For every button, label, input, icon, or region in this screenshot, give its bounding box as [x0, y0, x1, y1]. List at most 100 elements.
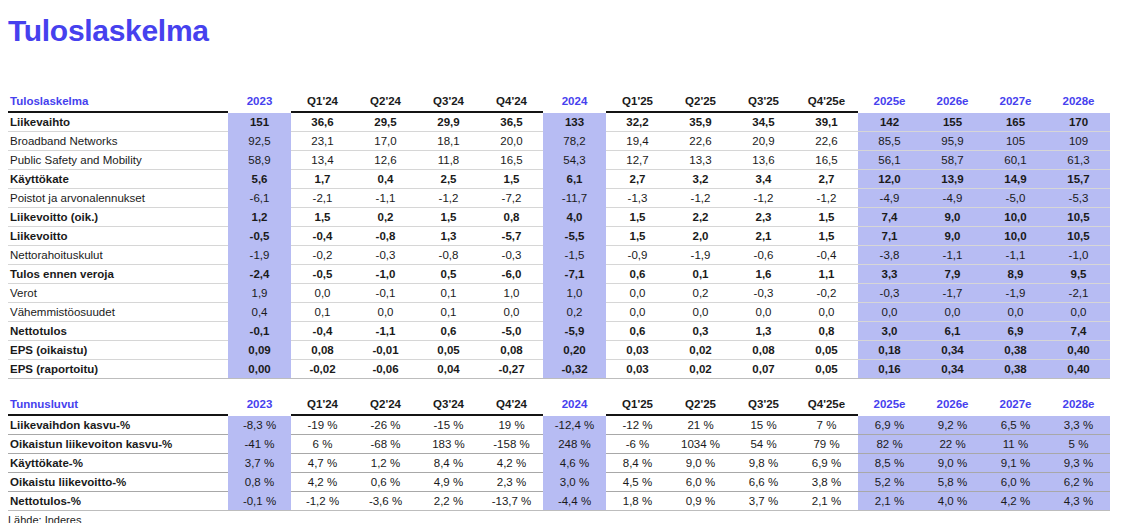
cell-value: 0,4	[228, 303, 291, 322]
cell-value: 3,3	[858, 265, 921, 284]
column-header: Q2'24	[354, 395, 417, 416]
cell-value: 0,40	[1047, 360, 1110, 379]
cell-value: 19 %	[480, 416, 543, 435]
cell-value: -0,6	[732, 246, 795, 265]
section-header: Tuloslaskelma	[8, 92, 228, 113]
cell-value: 60,1	[984, 151, 1047, 170]
cell-value: 5 %	[1047, 435, 1110, 454]
cell-value: 1,3	[732, 322, 795, 341]
report-page: Tuloslaskelma Tuloslaskelma2023Q1'24Q2'2…	[0, 0, 1125, 523]
cell-value: 0,3	[669, 322, 732, 341]
cell-value: 3,0 %	[543, 473, 606, 492]
cell-value: 13,4	[291, 151, 354, 170]
cell-value: -3,8	[858, 246, 921, 265]
cell-value: -0,3	[354, 246, 417, 265]
cell-value: 6,9 %	[795, 454, 858, 473]
cell-value: 1,8 %	[606, 492, 669, 511]
column-header: Q1'25	[606, 395, 669, 416]
cell-value: 19,4	[606, 132, 669, 151]
table-header-row: Tuloslaskelma2023Q1'24Q2'24Q3'24Q4'24202…	[8, 92, 1110, 113]
cell-value: 95,9	[921, 132, 984, 151]
cell-value: 6,6 %	[732, 473, 795, 492]
cell-value: 10,5	[1047, 208, 1110, 227]
table-row: Nettotulos-%-0,1 %-1,2 %-3,6 %2,2 %-13,7…	[8, 492, 1110, 511]
row-label: Liikevaihdon kasvu-%	[8, 416, 228, 435]
cell-value: 5,2 %	[858, 473, 921, 492]
cell-value: -4,9	[858, 189, 921, 208]
cell-value: 1034 %	[669, 435, 732, 454]
table-row: Poistot ja arvonalennukset-6,1-2,1-1,1-1…	[8, 189, 1110, 208]
cell-value: -7,2	[480, 189, 543, 208]
cell-value: 5,6	[228, 170, 291, 189]
cell-value: 165	[984, 113, 1047, 132]
cell-value: 0,00	[228, 360, 291, 379]
cell-value: -1,0	[1047, 246, 1110, 265]
cell-value: 4,3 %	[1047, 492, 1110, 511]
table-row: Liikevoitto-0,5-0,4-0,81,3-5,7-5,51,52,0…	[8, 227, 1110, 246]
cell-value: -5,0	[480, 322, 543, 341]
tables-container: Tuloslaskelma2023Q1'24Q2'24Q3'24Q4'24202…	[8, 92, 1110, 511]
cell-value: 109	[1047, 132, 1110, 151]
cell-value: 0,0	[984, 303, 1047, 322]
cell-value: 13,6	[732, 151, 795, 170]
column-header: 2023	[228, 92, 291, 113]
cell-value: 0,03	[606, 360, 669, 379]
cell-value: 2,1 %	[858, 492, 921, 511]
cell-value: 3,0	[858, 322, 921, 341]
cell-value: 2,5	[417, 170, 480, 189]
table-row: Tulos ennen veroja-2,4-0,5-1,00,5-6,0-7,…	[8, 265, 1110, 284]
cell-value: 0,34	[921, 341, 984, 360]
cell-value: 79 %	[795, 435, 858, 454]
cell-value: 36,5	[480, 113, 543, 132]
cell-value: 23,1	[291, 132, 354, 151]
cell-value: 0,0	[921, 303, 984, 322]
column-header: Q2'25	[669, 92, 732, 113]
cell-value: 58,9	[228, 151, 291, 170]
cell-value: 0,2	[669, 284, 732, 303]
column-header: Q4'25e	[795, 395, 858, 416]
cell-value: 1,5	[480, 170, 543, 189]
cell-value: -0,2	[291, 246, 354, 265]
cell-value: -0,1	[228, 322, 291, 341]
cell-value: 9,5	[1047, 265, 1110, 284]
cell-value: 0,08	[291, 341, 354, 360]
cell-value: 29,9	[417, 113, 480, 132]
row-label: Nettorahoituskulut	[8, 246, 228, 265]
table-row: Käyttökate5,61,70,42,51,56,12,73,23,42,7…	[8, 170, 1110, 189]
page-title: Tuloslaskelma	[8, 14, 1110, 48]
cell-value: -0,3	[858, 284, 921, 303]
cell-value: 1,5	[291, 208, 354, 227]
column-header: 2025e	[858, 92, 921, 113]
cell-value: 0,38	[984, 341, 1047, 360]
cell-value: 22,6	[795, 132, 858, 151]
cell-value: 1,5	[606, 208, 669, 227]
cell-value: -1,2	[795, 189, 858, 208]
cell-value: 2,1	[732, 227, 795, 246]
cell-value: 6,0 %	[984, 473, 1047, 492]
cell-value: -0,4	[795, 246, 858, 265]
cell-value: 4,7 %	[291, 454, 354, 473]
cell-value: 0,0	[732, 303, 795, 322]
cell-value: 7,4	[1047, 322, 1110, 341]
cell-value: 11,8	[417, 151, 480, 170]
table-row: Liikevaihto15136,629,529,936,513332,235,…	[8, 113, 1110, 132]
cell-value: 0,4	[354, 170, 417, 189]
row-label: Tulos ennen veroja	[8, 265, 228, 284]
cell-value: -0,01	[354, 341, 417, 360]
cell-value: 0,09	[228, 341, 291, 360]
cell-value: 1,7	[291, 170, 354, 189]
cell-value: 0,20	[543, 341, 606, 360]
cell-value: 183 %	[417, 435, 480, 454]
cell-value: 0,6	[606, 265, 669, 284]
cell-value: 0,38	[984, 360, 1047, 379]
row-label: Käyttökate	[8, 170, 228, 189]
cell-value: -19 %	[291, 416, 354, 435]
cell-value: 39,1	[795, 113, 858, 132]
column-header: 2026e	[921, 395, 984, 416]
cell-value: 0,0	[795, 303, 858, 322]
cell-value: 1,5	[795, 208, 858, 227]
cell-value: 61,3	[1047, 151, 1110, 170]
row-label: Oikaistu liikevoitto-%	[8, 473, 228, 492]
cell-value: 3,2	[669, 170, 732, 189]
cell-value: -26 %	[354, 416, 417, 435]
